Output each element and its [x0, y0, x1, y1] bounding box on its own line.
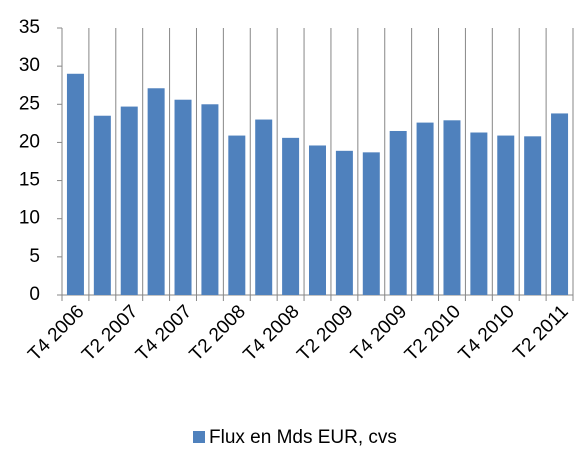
bar	[66, 73, 84, 296]
bar	[497, 135, 515, 295]
legend-label: Flux en Mds EUR, cvs	[209, 427, 397, 448]
y-tick-label: 30	[19, 55, 40, 76]
bar	[282, 137, 300, 295]
bar	[416, 122, 434, 295]
x-tick-label: T4 2010	[455, 301, 519, 365]
bar	[443, 120, 461, 295]
x-tick-label: T2 2011	[509, 301, 572, 364]
x-tick-label: T4 2006	[24, 301, 88, 365]
bar	[147, 88, 165, 295]
x-tick-label: T4 2009	[347, 301, 411, 365]
x-tick-label: T2 2009	[293, 301, 357, 365]
y-tick-label: 15	[19, 170, 40, 191]
bar	[201, 104, 219, 296]
x-tick-label: T2 2007	[78, 301, 142, 365]
bar	[93, 115, 111, 295]
bar	[255, 119, 273, 296]
x-tick-label: T2 2008	[186, 301, 250, 365]
legend-swatch	[193, 431, 205, 443]
bar	[470, 132, 488, 295]
bar	[309, 145, 326, 295]
y-tick-label: 25	[19, 93, 40, 114]
y-tick-label: 35	[19, 17, 40, 38]
bar	[174, 99, 192, 295]
bar	[524, 136, 542, 295]
y-tick-label: 0	[29, 284, 40, 305]
bar	[551, 113, 569, 295]
bar	[120, 106, 138, 296]
x-tick-label: T4 2007	[132, 301, 196, 365]
bar	[389, 130, 407, 295]
x-tick-label: T2 2010	[401, 301, 465, 365]
bar	[335, 150, 353, 295]
bar	[362, 152, 380, 295]
x-tick-label: T4 2008	[240, 301, 304, 365]
bar	[228, 135, 246, 295]
y-tick-label: 5	[29, 246, 40, 267]
y-tick-label: 20	[19, 131, 40, 152]
y-tick-label: 10	[19, 208, 40, 229]
